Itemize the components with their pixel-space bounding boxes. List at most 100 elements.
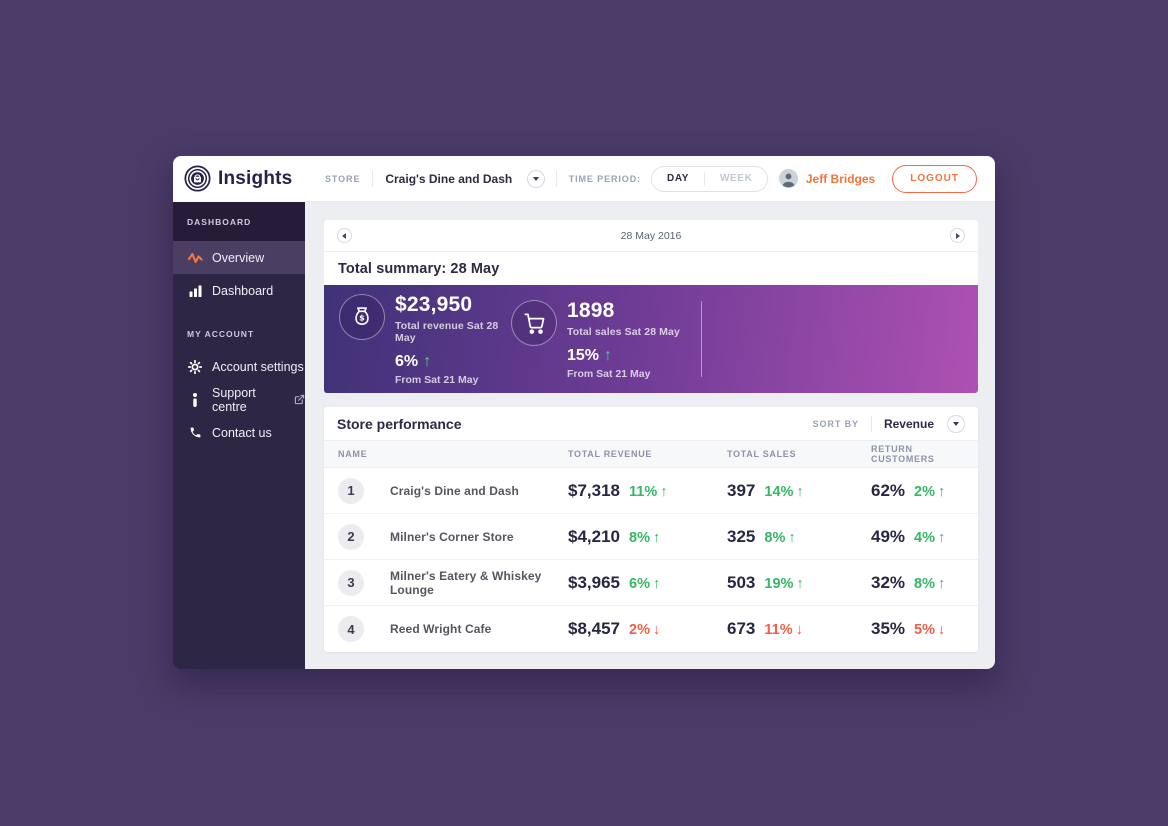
- logout-button[interactable]: LOGOUT: [892, 164, 977, 193]
- table-row: 4 Reed Wright Cafe $8,457 2% 673 11% 35%…: [324, 606, 978, 652]
- sidebar-item-dashboard[interactable]: Dashboard: [173, 274, 305, 307]
- revenue-value: $23,950: [395, 292, 473, 316]
- brand-header: Insights: [173, 156, 305, 202]
- revenue-change: 8%: [629, 530, 660, 546]
- money-bag-icon: $: [339, 293, 385, 340]
- store-dropdown-button[interactable]: [527, 169, 546, 188]
- column-header-total-sales: TOTAL SALES: [727, 449, 797, 459]
- returns-change: 5%: [914, 622, 945, 638]
- column-header-name: NAME: [338, 449, 368, 459]
- total-summary-card: $ $23,950 Total revenue Sat 28 May 6% Fr…: [324, 285, 978, 393]
- revenue-caption: Total revenue Sat 28 May: [395, 319, 499, 344]
- name-cell: 1 Craig's Dine and Dash: [338, 477, 568, 504]
- prev-date-button[interactable]: [337, 228, 352, 243]
- change-value: 8%: [764, 529, 786, 546]
- store-performance-header: Store performance SORT BY Revenue: [324, 407, 978, 440]
- sidebar-item-label: Overview: [212, 250, 265, 265]
- person-icon: [778, 169, 798, 188]
- chevron-down-icon: [953, 421, 959, 426]
- user-name: Jeff Bridges: [805, 171, 876, 186]
- revenue-change: 11%: [629, 484, 667, 500]
- returns-value: 32%: [871, 572, 906, 592]
- divider: [555, 170, 557, 187]
- returns-cell: 62% 2%: [871, 481, 978, 501]
- sales-metric: 1898 Total sales Sat 28 May 15% From Sat…: [511, 299, 683, 380]
- sales-cell: 673 11%: [727, 619, 871, 639]
- user-menu[interactable]: Jeff Bridges: [778, 169, 876, 188]
- sidebar-item-label: Account settings: [212, 359, 304, 374]
- chevron-left-icon: [342, 232, 346, 239]
- store-name: Milner's Corner Store: [390, 529, 514, 544]
- sales-cell: 503 19%: [727, 573, 871, 593]
- sidebar-item-contact-us[interactable]: Contact us: [173, 416, 305, 449]
- name-cell: 2 Milner's Corner Store: [338, 523, 568, 550]
- revenue-change: 6%: [395, 353, 511, 371]
- revenue-metric-text: $23,950 Total revenue Sat 28 May 6% From…: [395, 293, 511, 386]
- period-option-week[interactable]: WEEK: [720, 173, 753, 184]
- up-arrow-icon: [653, 577, 660, 592]
- sales-value: 673: [727, 619, 756, 638]
- table-column-headers: NAME TOTAL REVENUE TOTAL SALES RETURN CU…: [324, 440, 978, 468]
- sidebar-item-overview[interactable]: Overview: [173, 241, 305, 274]
- phone-icon: [187, 426, 203, 439]
- sidebar-item-label: Dashboard: [212, 283, 274, 298]
- sort-by-label: SORT BY: [812, 418, 859, 429]
- total-summary-heading: Total summary: 28 May: [324, 252, 978, 285]
- sales-cell: 325 8%: [727, 527, 871, 547]
- sidebar-item-account-settings[interactable]: Account settings: [173, 350, 305, 383]
- up-arrow-icon: [604, 348, 612, 364]
- app-window: Insights STORE Craig's Dine and Dash TIM…: [173, 156, 995, 669]
- sales-cell: 397 14%: [727, 481, 871, 501]
- store-selector-value[interactable]: Craig's Dine and Dash: [385, 171, 513, 186]
- next-date-button[interactable]: [950, 228, 965, 243]
- returns-value: 62%: [871, 480, 906, 500]
- sales-metric-text: 1898 Total sales Sat 28 May 15% From Sat…: [567, 299, 680, 380]
- cart-icon: [511, 299, 557, 346]
- change-value: 4%: [914, 529, 935, 546]
- store-performance-title: Store performance: [337, 415, 462, 432]
- revenue-cell: $3,965 6%: [568, 573, 727, 593]
- up-arrow-icon: [938, 531, 945, 546]
- down-arrow-icon: [653, 623, 660, 638]
- divider: [704, 171, 705, 186]
- main-content: 28 May 2016 Total summary: 28 May $: [305, 202, 995, 669]
- sales-change-value: 15%: [567, 346, 600, 364]
- revenue-value: $8,457: [568, 619, 620, 638]
- revenue-change-value: 6%: [395, 352, 419, 370]
- change-value: 8%: [629, 529, 650, 546]
- returns-cell: 35% 5%: [871, 619, 978, 639]
- sales-value: 503: [727, 572, 756, 592]
- sort-control: SORT BY Revenue: [812, 414, 965, 433]
- name-cell: 4 Reed Wright Cafe: [338, 616, 568, 642]
- sidebar: DASHBOARD Overview Dashboard: [173, 202, 305, 669]
- column-header-total-revenue: TOTAL REVENUE: [568, 449, 653, 459]
- sort-dropdown-button[interactable]: [947, 414, 965, 433]
- divider: [870, 415, 872, 432]
- store-label: STORE: [325, 173, 361, 184]
- up-arrow-icon: [788, 531, 795, 546]
- up-arrow-icon: [938, 577, 945, 592]
- change-value: 19%: [764, 575, 794, 592]
- time-period-label: TIME PERIOD:: [568, 173, 641, 184]
- sidebar-section-dashboard: DASHBOARD: [173, 202, 305, 241]
- sales-value: 397: [727, 480, 756, 500]
- sidebar-item-support-centre[interactable]: Support centre: [173, 383, 305, 416]
- period-option-day[interactable]: DAY: [667, 173, 689, 184]
- column-header-return-customers: RETURN CUSTOMERS: [871, 444, 935, 464]
- revenue-change: 6%: [629, 576, 660, 592]
- sales-change: 11%: [764, 622, 802, 638]
- sort-selector-value[interactable]: Revenue: [883, 416, 934, 431]
- date-navigation: 28 May 2016: [324, 220, 978, 252]
- sales-compare: From Sat 21 May: [567, 367, 651, 380]
- up-arrow-icon: [796, 577, 803, 592]
- store-name: Craig's Dine and Dash: [390, 483, 519, 498]
- sidebar-item-label: Contact us: [212, 425, 272, 440]
- revenue-compare: From Sat 21 May: [395, 373, 479, 386]
- change-value: 11%: [629, 483, 658, 500]
- revenue-metric: $ $23,950 Total revenue Sat 28 May 6% Fr…: [339, 293, 511, 386]
- sales-value: 1898: [567, 298, 615, 322]
- sidebar-section-my-account: MY ACCOUNT: [187, 329, 255, 339]
- returns-value: 49%: [871, 526, 906, 546]
- change-value: 14%: [764, 483, 794, 500]
- divider: [372, 170, 374, 187]
